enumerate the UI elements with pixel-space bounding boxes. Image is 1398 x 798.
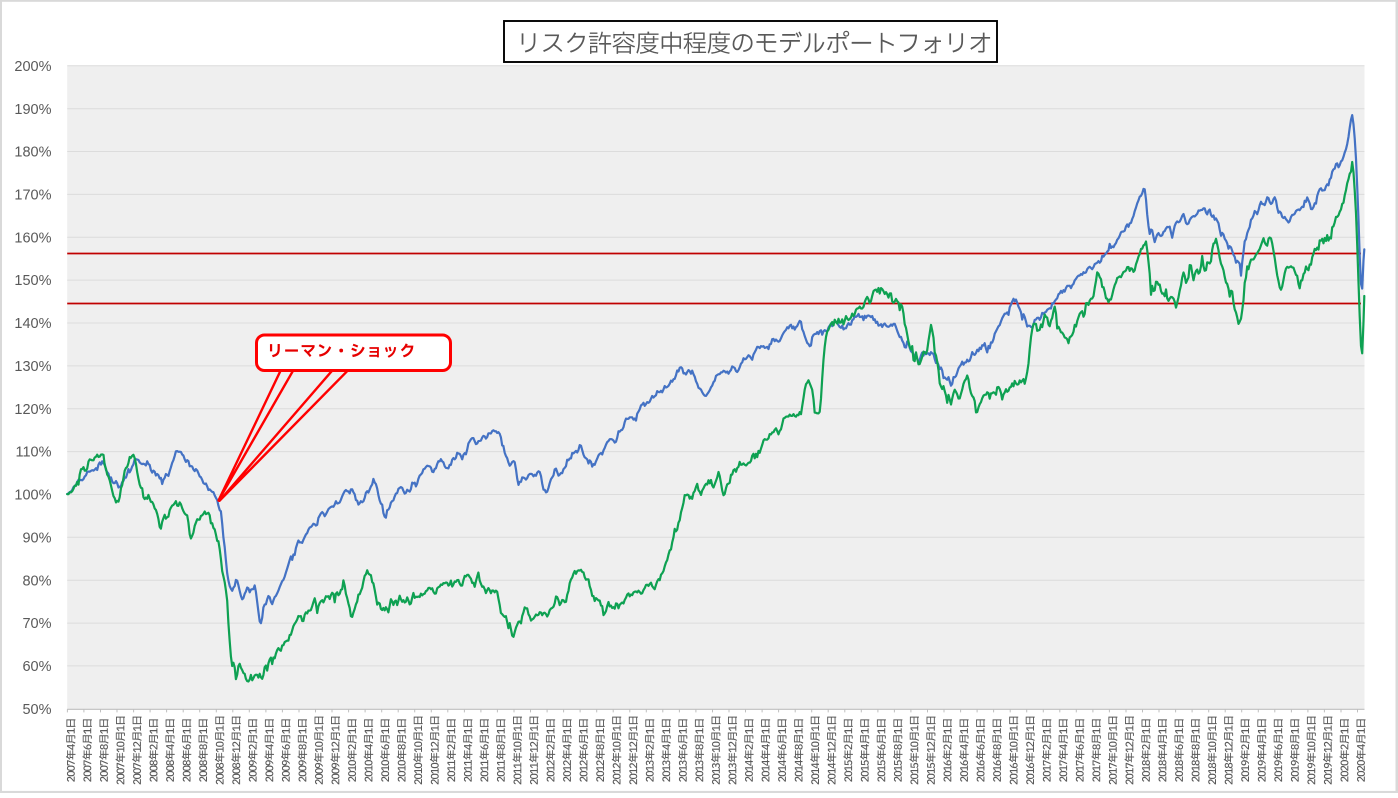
svg-text:180%: 180% — [14, 145, 51, 161]
svg-text:120%: 120% — [14, 402, 51, 418]
svg-text:70%: 70% — [22, 616, 51, 632]
svg-text:140%: 140% — [14, 316, 51, 332]
svg-text:100%: 100% — [14, 488, 51, 504]
svg-text:90%: 90% — [22, 530, 51, 546]
svg-text:80%: 80% — [22, 573, 51, 589]
svg-text:190%: 190% — [14, 102, 51, 118]
svg-text:170%: 170% — [14, 188, 51, 204]
svg-text:150%: 150% — [14, 273, 51, 289]
svg-text:60%: 60% — [22, 659, 51, 675]
svg-text:110%: 110% — [15, 445, 51, 461]
svg-text:50%: 50% — [22, 702, 51, 718]
svg-text:200%: 200% — [14, 59, 51, 75]
svg-text:160%: 160% — [14, 230, 51, 246]
svg-text:130%: 130% — [14, 359, 51, 375]
